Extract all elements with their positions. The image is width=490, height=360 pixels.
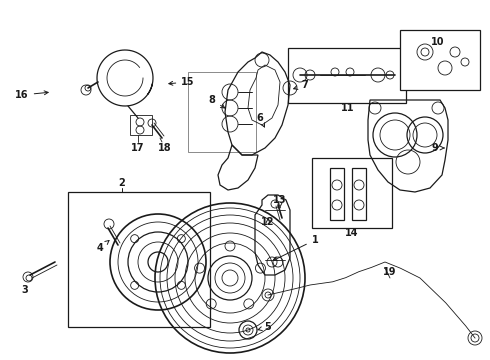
Text: 19: 19: [383, 267, 397, 277]
Text: 2: 2: [119, 178, 125, 188]
Text: 14: 14: [345, 228, 359, 238]
Text: 10: 10: [431, 37, 445, 47]
Text: 4: 4: [97, 240, 109, 253]
Text: 17: 17: [131, 143, 145, 153]
Text: 15: 15: [169, 77, 195, 87]
Text: 3: 3: [22, 285, 28, 295]
Polygon shape: [330, 168, 344, 220]
Text: 18: 18: [158, 143, 172, 153]
Bar: [400, 30, 480, 90]
Text: 5: 5: [258, 322, 271, 332]
Bar: [68, 192, 210, 327]
Text: 6: 6: [257, 113, 265, 127]
Text: 9: 9: [432, 143, 444, 153]
Text: 11: 11: [341, 103, 355, 113]
Bar: [312, 158, 392, 228]
Polygon shape: [352, 168, 366, 220]
Text: 1: 1: [273, 235, 318, 260]
Text: 16: 16: [15, 90, 48, 100]
Text: 8: 8: [209, 95, 225, 108]
Text: 13: 13: [273, 195, 287, 208]
Text: 12: 12: [261, 217, 275, 227]
Text: 7: 7: [294, 80, 308, 90]
Bar: [188, 72, 256, 152]
Bar: [288, 48, 406, 103]
Bar: [130, 115, 152, 135]
